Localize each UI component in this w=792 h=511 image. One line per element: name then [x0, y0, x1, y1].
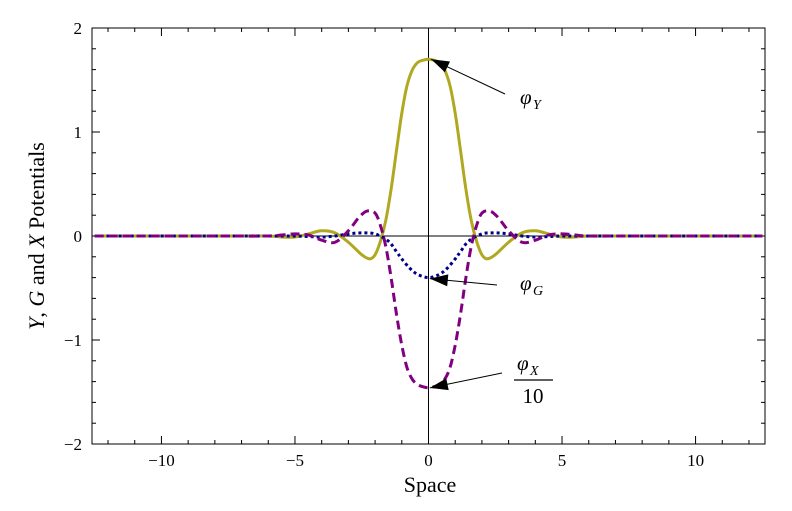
y-axis-title-part: G	[24, 291, 49, 307]
annotation-arrowhead	[431, 59, 451, 73]
annotation-subscript: X	[529, 364, 539, 379]
y-tick-label: 1	[74, 123, 83, 142]
y-tick-label: −1	[64, 331, 82, 350]
annotation-symbol: φ	[520, 271, 532, 295]
series-line-phi_X_over_10	[94, 209, 763, 390]
series-line-phi_Y	[94, 57, 763, 261]
x-tick-label: −5	[286, 451, 304, 470]
x-axis-title: Space	[404, 472, 457, 497]
y-axis-title-part: ,	[24, 307, 49, 318]
y-tick-label: 0	[74, 227, 83, 246]
y-axis-title-part: and	[24, 248, 49, 291]
x-tick-label: −10	[148, 451, 175, 470]
y-tick-label: −2	[64, 435, 82, 454]
y-axis-title: Y, G and X Potentials	[24, 142, 49, 330]
annotation-denominator: 10	[523, 384, 544, 408]
annotation-subscript: G	[533, 284, 543, 299]
annotation-arrowhead	[429, 378, 449, 391]
y-axis-title-part: X	[24, 233, 49, 249]
x-tick-label: 0	[424, 451, 433, 470]
annotation-arrowhead	[429, 274, 449, 287]
annotations-layer: φ Yφ Gφ X10	[429, 58, 553, 408]
y-axis-title-part: Y	[24, 315, 49, 330]
y-axis-title-part: Potentials	[24, 142, 49, 234]
annotation-label-phi_X: φ X 10	[514, 351, 553, 408]
y-tick-label: 2	[74, 19, 83, 38]
x-tick-label: 5	[558, 451, 567, 470]
series-layer	[94, 57, 763, 390]
x-tick-label: 10	[687, 451, 704, 470]
annotation-symbol: φ	[517, 351, 529, 375]
annotation-subscript: Y	[533, 98, 543, 113]
annotation-symbol: φ	[520, 85, 532, 109]
